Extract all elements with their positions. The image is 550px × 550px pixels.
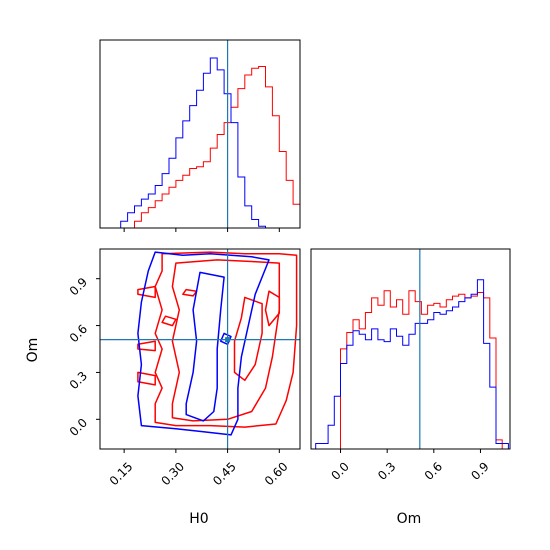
- om-histogram-marks: [311, 249, 509, 449]
- h0-histogram-red: [100, 66, 301, 229]
- contour-red: [161, 315, 177, 327]
- contour-red: [137, 371, 156, 386]
- truth-marker: [225, 337, 231, 343]
- h0-histogram-marks: [100, 40, 301, 229]
- om-tick-label-left: 0.9: [67, 275, 90, 298]
- joint-contour-panel: 0.15 0.30 0.45 0.60 0.0 0.3 0.6 0.9: [67, 248, 301, 488]
- h0-histogram-frame: [99, 39, 301, 229]
- joint-x-ticks: 0.15 0.30 0.45 0.60: [107, 449, 291, 488]
- contour-red: [137, 340, 156, 352]
- om-tick-label: 0.9: [468, 459, 491, 482]
- joint-y-ticks: 0.0 0.3 0.6 0.9: [67, 275, 100, 439]
- contour-blue: [185, 271, 225, 422]
- h0-axis-label: H0: [189, 511, 208, 527]
- contour-red: [182, 288, 198, 297]
- om-histogram-red: [311, 290, 509, 449]
- om-histogram-ticks: 0.0 0.3 0.6 0.9: [328, 449, 492, 483]
- contour-red: [264, 290, 281, 327]
- contour-blue: [137, 251, 270, 436]
- contour-red: [154, 251, 298, 428]
- om-tick-label: 0.3: [375, 459, 398, 482]
- om-histogram-panel: 0.0 0.3 0.6 0.9: [310, 248, 511, 483]
- h0-tick-label: 0.60: [262, 459, 291, 488]
- contour-red: [137, 285, 156, 299]
- om-histogram-frame: [310, 248, 511, 450]
- om-tick-label: 0.0: [328, 459, 351, 482]
- h0-tick-label: 0.15: [107, 459, 136, 488]
- h0-histogram-ticks: [123, 228, 280, 232]
- h0-histogram-panel: [99, 39, 301, 232]
- h0-tick-label: 0.30: [158, 459, 187, 488]
- joint-contour-marks: [100, 249, 300, 449]
- om-axis-label-right: Om: [397, 511, 422, 527]
- joint-panel-frame: [99, 248, 301, 450]
- om-tick-label: 0.6: [422, 459, 445, 482]
- h0-tick-label: 0.45: [210, 459, 239, 488]
- om-histogram-blue: [311, 279, 509, 449]
- om-tick-label-left: 0.6: [67, 322, 90, 345]
- om-tick-label-left: 0.0: [67, 416, 90, 439]
- om-tick-label-left: 0.3: [67, 369, 90, 392]
- h0-histogram-blue: [100, 57, 300, 229]
- om-axis-label-left: Om: [25, 338, 41, 363]
- contour-red: [233, 296, 263, 382]
